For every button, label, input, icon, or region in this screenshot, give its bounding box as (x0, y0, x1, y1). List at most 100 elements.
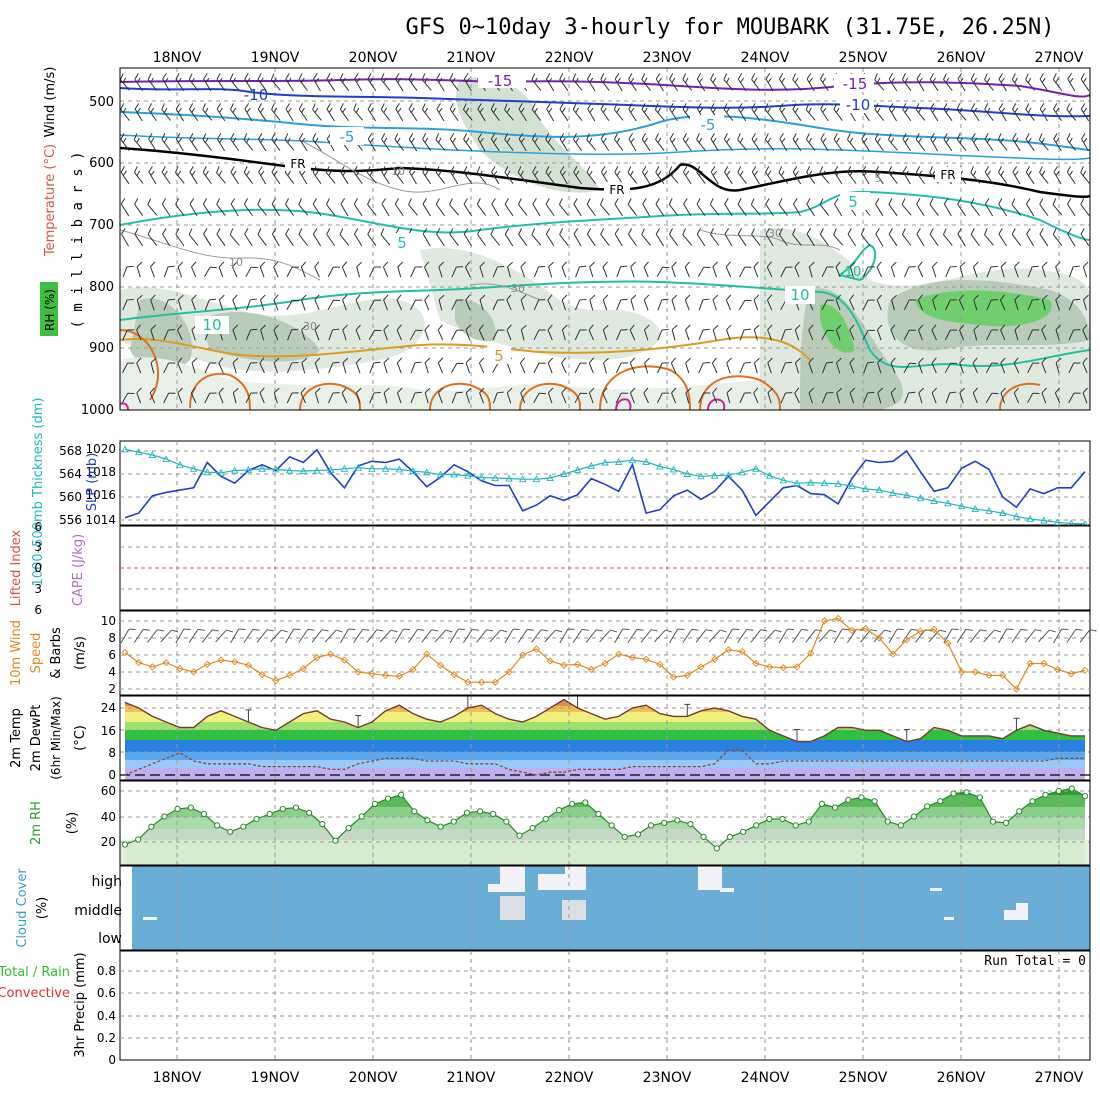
wind-speed-point (436, 661, 445, 669)
wind-barb (572, 73, 583, 91)
wind-barb (998, 166, 1008, 184)
wind-barb (325, 166, 336, 184)
wind-barb (424, 387, 431, 404)
wind-barb (410, 391, 422, 404)
wind10-panel: 10 8 6 4 2 10m Wind Speed & Barbs (m/s) (9, 610, 1097, 696)
wind-speed-point (875, 634, 883, 642)
contour-label: 5 (875, 172, 882, 185)
isotherm-5 (120, 190, 1090, 241)
wind-barb (134, 73, 143, 92)
wind-barb (944, 362, 958, 374)
wind-barb (479, 294, 486, 311)
wind-barb (916, 228, 925, 247)
wind-barb (847, 166, 857, 184)
wind-speed-point (779, 664, 787, 672)
axis-title-precip: 3hr Precip (mm) (73, 952, 88, 1057)
wind-barb (929, 73, 939, 92)
wind-barb (1025, 103, 1035, 121)
wind-barb (751, 103, 761, 122)
wind-barb (301, 357, 308, 374)
wind-barb (396, 294, 403, 311)
wind-barb (286, 362, 299, 374)
wind-barb (917, 324, 924, 341)
y-tick-label: 60 (101, 784, 116, 798)
wind-speed-point (505, 668, 513, 676)
wind10-barb (201, 629, 219, 643)
wind-barb (602, 387, 608, 404)
wind-barb (504, 198, 514, 217)
wind-barb (341, 387, 348, 404)
wind-speed-point (697, 663, 705, 671)
wind-barb (367, 133, 376, 152)
wind-barb (533, 265, 546, 278)
wind-speed-point (285, 671, 294, 680)
wind-speed-point (121, 648, 129, 657)
wind-barb (819, 166, 830, 184)
thickness-point (505, 474, 513, 482)
wind-barb (202, 166, 212, 184)
rh-point (135, 836, 142, 843)
wind-barb (271, 103, 281, 121)
y-tick-label: 2 (108, 682, 116, 696)
wind-speed-point (985, 671, 993, 680)
precip-grid (120, 951, 1090, 1060)
rh-point (332, 837, 339, 844)
thickness-point (176, 460, 184, 468)
wind-barb (120, 103, 130, 121)
wind-barb (314, 387, 321, 404)
wind-barb (369, 392, 381, 404)
wind-barb (301, 294, 307, 311)
wind-barb (861, 133, 870, 152)
wind-speed-point (299, 664, 307, 673)
wind-barb (1014, 294, 1020, 311)
y-tick-label: 24 (101, 701, 116, 715)
wind-barb (369, 361, 381, 374)
thickness-point (848, 482, 856, 490)
wind-barb (191, 357, 198, 374)
date-label: 18NOV (153, 50, 202, 66)
wind-barb (712, 387, 718, 404)
date-label: 21NOV (447, 1070, 496, 1086)
date-label: 23NOV (643, 50, 692, 66)
rh-series-group (121, 785, 1089, 852)
wind-barb (533, 329, 546, 341)
wind-barb (795, 357, 801, 374)
wind-speed-point (971, 668, 979, 676)
wind-barb (724, 198, 733, 217)
wind-barb (929, 228, 939, 247)
wind-barb (328, 361, 340, 374)
temp-band (125, 740, 1085, 752)
wind-barb (821, 361, 834, 374)
wind-barb (656, 392, 670, 404)
y-tick-label: 0 (34, 561, 42, 575)
rh-point (910, 813, 918, 820)
wind-barb (778, 198, 788, 216)
thickness-point (834, 479, 842, 487)
wind-barb (915, 166, 925, 185)
wind-barb (120, 198, 130, 217)
y-tick-label: 0.2 (97, 1031, 116, 1045)
wind10-barb (614, 628, 630, 644)
wind-barb (986, 329, 999, 341)
wind-barb (383, 387, 390, 404)
wind-barb (712, 324, 719, 341)
cloud-high (720, 888, 734, 892)
wind-barb (216, 166, 226, 184)
wind-barb (134, 103, 143, 122)
y-tick-label: 16 (101, 724, 116, 738)
wind-barb (943, 198, 952, 217)
wind-barb (479, 387, 485, 404)
y-tick-label: 3 (34, 582, 42, 596)
wind-barb (945, 266, 957, 278)
rh-point (266, 810, 273, 818)
wind-barb (507, 261, 513, 278)
wind-barb (175, 198, 185, 216)
wind-speed-point (999, 671, 1007, 680)
thickness-point (244, 466, 253, 473)
wind-barb (382, 261, 389, 278)
wind-barb (806, 198, 816, 217)
wind-barb (558, 198, 569, 216)
wind-barb (232, 387, 239, 404)
rh-point (279, 805, 286, 813)
wind-barb (821, 329, 834, 341)
